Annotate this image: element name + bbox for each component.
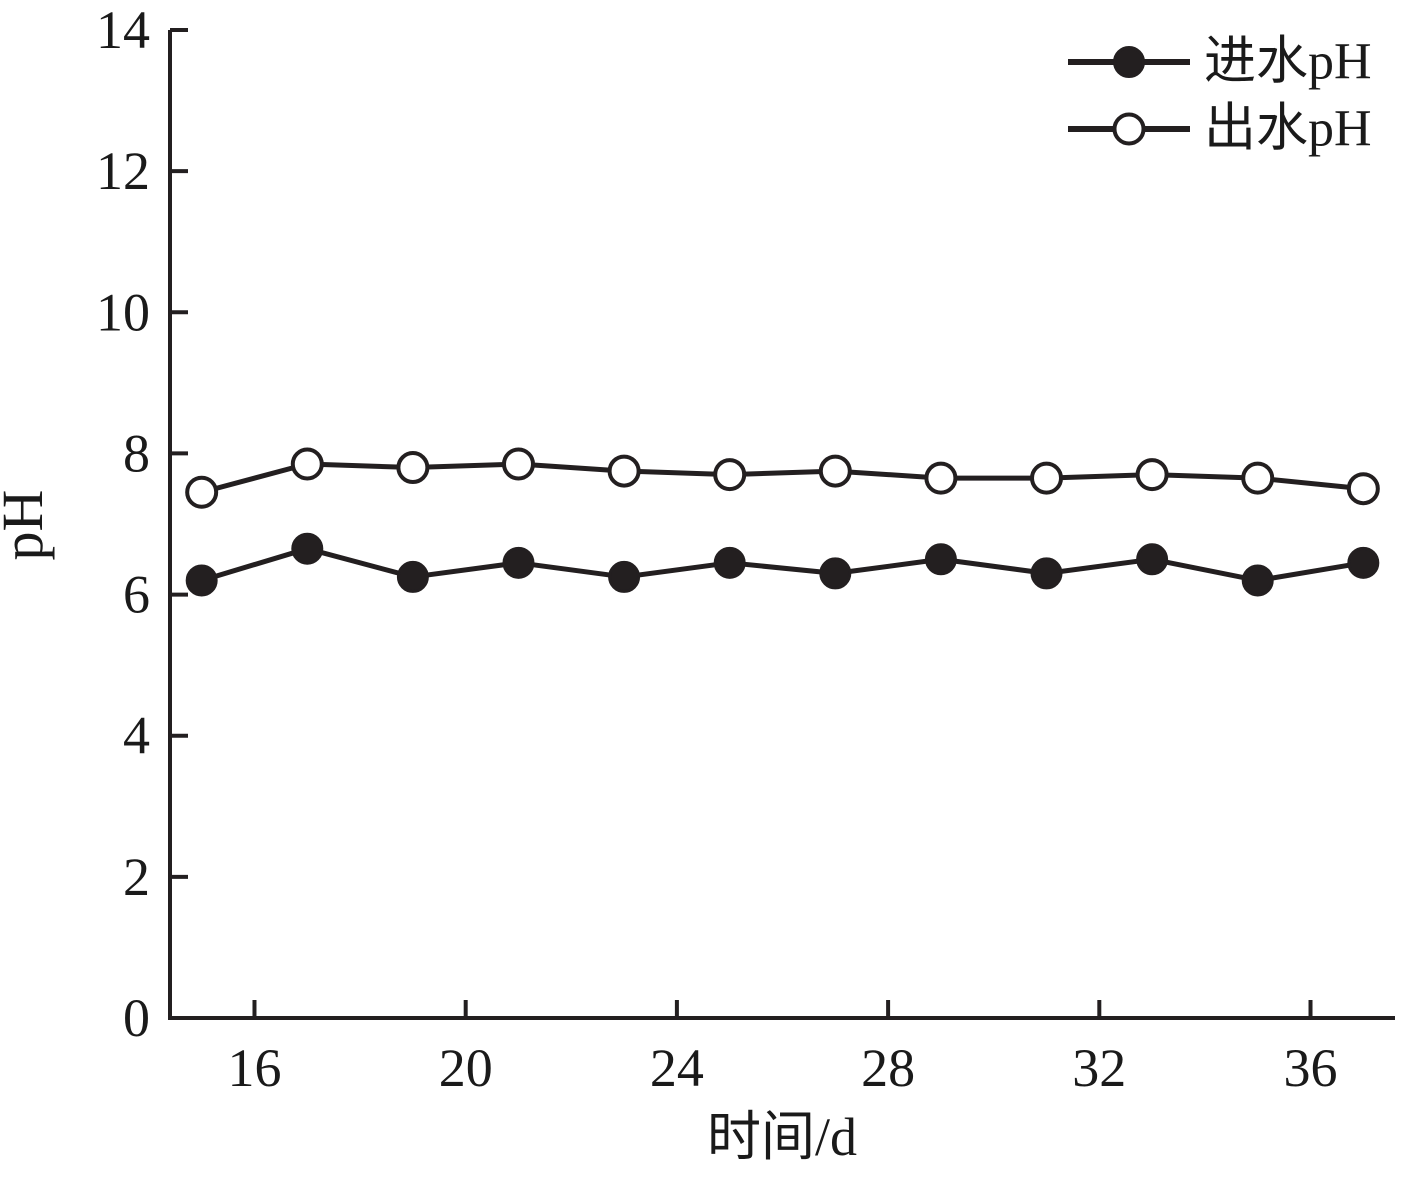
- series-0-marker: [1241, 564, 1274, 597]
- series-0-marker: [502, 546, 535, 579]
- series-0-marker: [1136, 543, 1169, 576]
- open-circle-icon: [1112, 112, 1146, 146]
- series-0-marker: [608, 560, 641, 593]
- y-axis-label: pH: [0, 490, 55, 561]
- series-0-marker: [291, 532, 324, 565]
- series-0-marker: [924, 543, 957, 576]
- series-1-marker: [713, 458, 747, 492]
- series-1-marker: [1030, 461, 1064, 495]
- legend-label: 进水pH: [1204, 34, 1372, 91]
- legend-item: 出水pH: [1068, 101, 1372, 158]
- series-0-marker: [1030, 557, 1063, 590]
- series-0-marker: [396, 560, 429, 593]
- x-tick-label: 36: [1284, 1038, 1338, 1098]
- series-1-marker: [396, 451, 430, 485]
- legend-item: 进水pH: [1068, 34, 1372, 91]
- y-tick-label: 6: [123, 565, 150, 625]
- series-0-marker: [713, 546, 746, 579]
- y-tick-label: 14: [96, 0, 150, 60]
- x-tick-label: 20: [439, 1038, 493, 1098]
- y-tick-label: 0: [123, 988, 150, 1048]
- y-tick-label: 8: [123, 423, 150, 483]
- y-tick-label: 4: [123, 706, 150, 766]
- filled-circle-icon: [1113, 46, 1145, 78]
- series-1-marker: [818, 454, 852, 488]
- legend-label: 出水pH: [1204, 101, 1372, 158]
- series-1-line: [199, 461, 1366, 495]
- chart-legend: 进水pH 出水pH: [1068, 34, 1372, 158]
- series-1-marker: [185, 475, 219, 509]
- series-layer: [185, 447, 1380, 597]
- series-0-line: [199, 546, 1366, 583]
- series-1-marker: [607, 454, 641, 488]
- series-1-marker: [924, 461, 958, 495]
- x-tick-label: 28: [861, 1038, 915, 1098]
- x-axis-label: 时间/d: [707, 1107, 857, 1167]
- series-1-marker: [290, 447, 324, 481]
- series-1-marker: [501, 447, 535, 481]
- axis-spines: [168, 30, 1395, 1020]
- y-tick-label: 2: [123, 847, 150, 907]
- y-tick-label: 12: [96, 141, 150, 201]
- series-0-marker: [185, 564, 218, 597]
- x-tick-label: 32: [1072, 1038, 1126, 1098]
- series-0-marker: [1347, 546, 1380, 579]
- x-tick-label: 24: [650, 1038, 704, 1098]
- series-1-marker: [1241, 461, 1275, 495]
- series-1-marker: [1346, 472, 1380, 506]
- y-tick-label: 10: [96, 282, 150, 342]
- x-tick-label: 16: [227, 1038, 281, 1098]
- series-1-marker: [1135, 458, 1169, 492]
- series-0-marker: [819, 557, 852, 590]
